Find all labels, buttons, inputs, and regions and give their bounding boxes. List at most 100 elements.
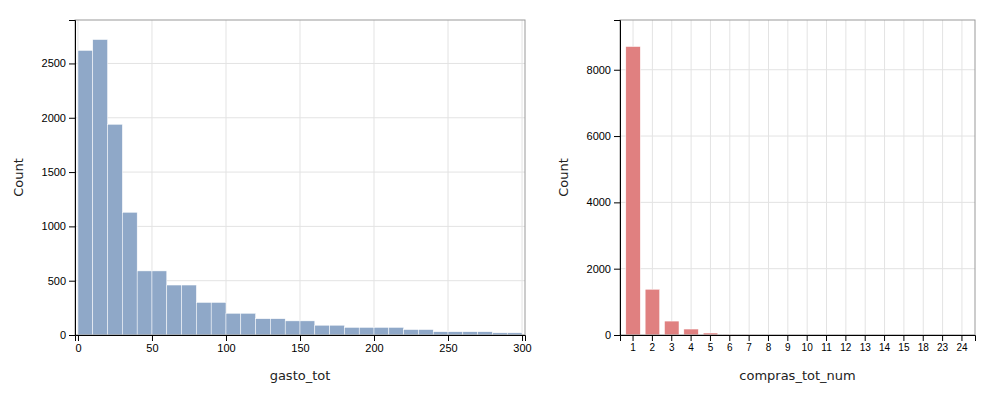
tick-mark <box>671 335 672 341</box>
grid-line <box>729 20 730 335</box>
x-axis-title: compras_tot_num <box>739 368 855 383</box>
histogram-bar <box>93 40 108 335</box>
grid-line <box>620 136 975 137</box>
histogram-bar <box>359 327 374 335</box>
bar <box>684 329 699 335</box>
axis-line <box>614 21 621 336</box>
tick-mark <box>749 335 750 341</box>
grid-line <box>768 20 769 335</box>
grid-line <box>923 20 924 335</box>
grid-line <box>845 20 846 335</box>
tick-mark <box>652 335 653 341</box>
grid-line <box>620 69 975 70</box>
tick-mark <box>614 136 620 137</box>
histogram-bar <box>137 271 152 335</box>
tick-label: 9 <box>785 342 791 353</box>
tick: 500 <box>48 275 75 287</box>
grid-line <box>300 20 301 335</box>
tick-mark <box>865 335 866 341</box>
histogram-bar <box>78 50 93 335</box>
grid-line <box>620 202 975 203</box>
histogram-bar <box>182 285 197 335</box>
bar <box>664 321 679 335</box>
tick: 0 <box>605 329 620 341</box>
tick-label: 10 <box>802 342 814 353</box>
tick-mark <box>923 335 924 341</box>
tick-mark <box>942 335 943 341</box>
tick: 300 <box>513 335 531 354</box>
tick-mark <box>614 202 620 203</box>
tick-label: 1 <box>630 342 636 353</box>
y-axis-title: Count <box>11 158 26 197</box>
tick: 2500 <box>42 57 75 69</box>
tick-mark <box>69 226 75 227</box>
grid-line <box>710 20 711 335</box>
tick-label: 2000 <box>587 263 611 275</box>
tick: 250 <box>439 335 457 354</box>
y-axis: 02000400060008000 <box>587 21 621 342</box>
histogram-bar <box>344 327 359 335</box>
grid-line <box>903 20 904 335</box>
x-axis: 123456789101112131415182324 <box>621 335 976 353</box>
tick-label: 300 <box>513 342 531 354</box>
tick-mark <box>374 335 375 341</box>
tick-mark <box>614 70 620 71</box>
tick: 8000 <box>587 64 620 76</box>
tick-label: 100 <box>217 342 235 354</box>
grid-line <box>691 20 692 335</box>
axis-line <box>621 336 976 342</box>
tick: 2000 <box>42 112 75 124</box>
axis-line <box>69 21 76 336</box>
tick-label: 12 <box>840 342 852 353</box>
grid-line <box>652 20 653 335</box>
grid-line <box>865 20 866 335</box>
tick-label: 14 <box>879 342 891 353</box>
tick: 150 <box>291 335 309 354</box>
tick: 9 <box>785 335 791 353</box>
tick: 1000 <box>42 220 75 232</box>
panel: 05010015020025030005001000150020002500ga… <box>11 20 532 383</box>
histogram-bar <box>211 302 226 335</box>
tick-label: 5 <box>708 342 714 353</box>
marks <box>626 47 969 335</box>
tick: 6 <box>727 335 733 353</box>
tick: 24 <box>956 335 968 353</box>
tick-label: 250 <box>439 342 457 354</box>
tick-mark <box>226 335 227 341</box>
tick: 5 <box>708 335 714 353</box>
tick-mark <box>614 335 620 336</box>
bar <box>626 47 641 335</box>
tick-label: 6 <box>727 342 733 353</box>
tick-label: 18 <box>918 342 930 353</box>
histogram-bar <box>404 330 419 335</box>
tick-label: 500 <box>48 275 66 287</box>
tick-mark <box>69 172 75 173</box>
tick-label: 24 <box>956 342 968 353</box>
tick-mark <box>691 335 692 341</box>
tick: 10 <box>802 335 814 353</box>
grid-line <box>942 20 943 335</box>
histogram-bar <box>270 319 285 335</box>
grid-line <box>961 20 962 335</box>
tick-label: 11 <box>821 342 832 353</box>
histogram-bar <box>374 327 389 335</box>
tick-label: 2500 <box>42 57 66 69</box>
tick: 1500 <box>42 166 75 178</box>
histogram-bar <box>256 319 271 335</box>
grid-line <box>787 20 788 335</box>
x-axis-title: gasto_tot <box>270 368 331 383</box>
tick: 2 <box>650 335 656 353</box>
grid-line <box>884 20 885 335</box>
tick-mark <box>903 335 904 341</box>
tick: 14 <box>879 335 891 353</box>
grid-line <box>826 20 827 335</box>
grid-line <box>671 20 672 335</box>
tick: 11 <box>821 335 832 353</box>
histogram-bar <box>330 325 345 335</box>
tick-mark <box>807 335 808 341</box>
marks <box>78 40 522 335</box>
grid-line <box>807 20 808 335</box>
grid-line <box>448 20 449 335</box>
panel: 1234567891011121314151823240200040006000… <box>556 20 976 383</box>
tick-label: 15 <box>898 342 910 353</box>
